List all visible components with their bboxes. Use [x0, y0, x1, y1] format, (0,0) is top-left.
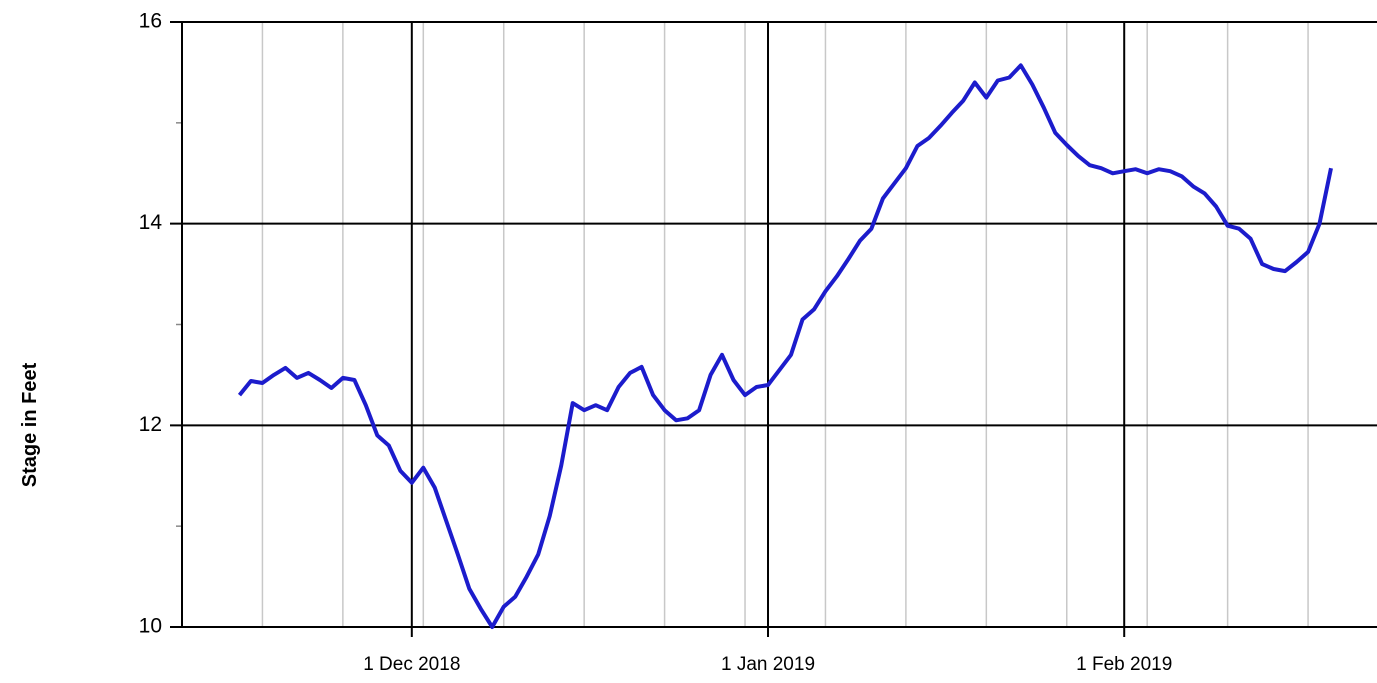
y-tick-label: 10 — [139, 615, 162, 638]
x-tick-label: 1 Jan 2019 — [721, 654, 815, 675]
y-axis-label: Stage in Feet — [19, 362, 41, 487]
y-tick-label: 16 — [139, 10, 162, 33]
x-tick-label: 1 Dec 2018 — [363, 654, 460, 675]
data-line — [237, 63, 1333, 629]
y-tick-label: 12 — [139, 413, 162, 436]
y-tick-label: 14 — [139, 211, 163, 234]
x-tick-label: 1 Feb 2019 — [1076, 654, 1172, 675]
